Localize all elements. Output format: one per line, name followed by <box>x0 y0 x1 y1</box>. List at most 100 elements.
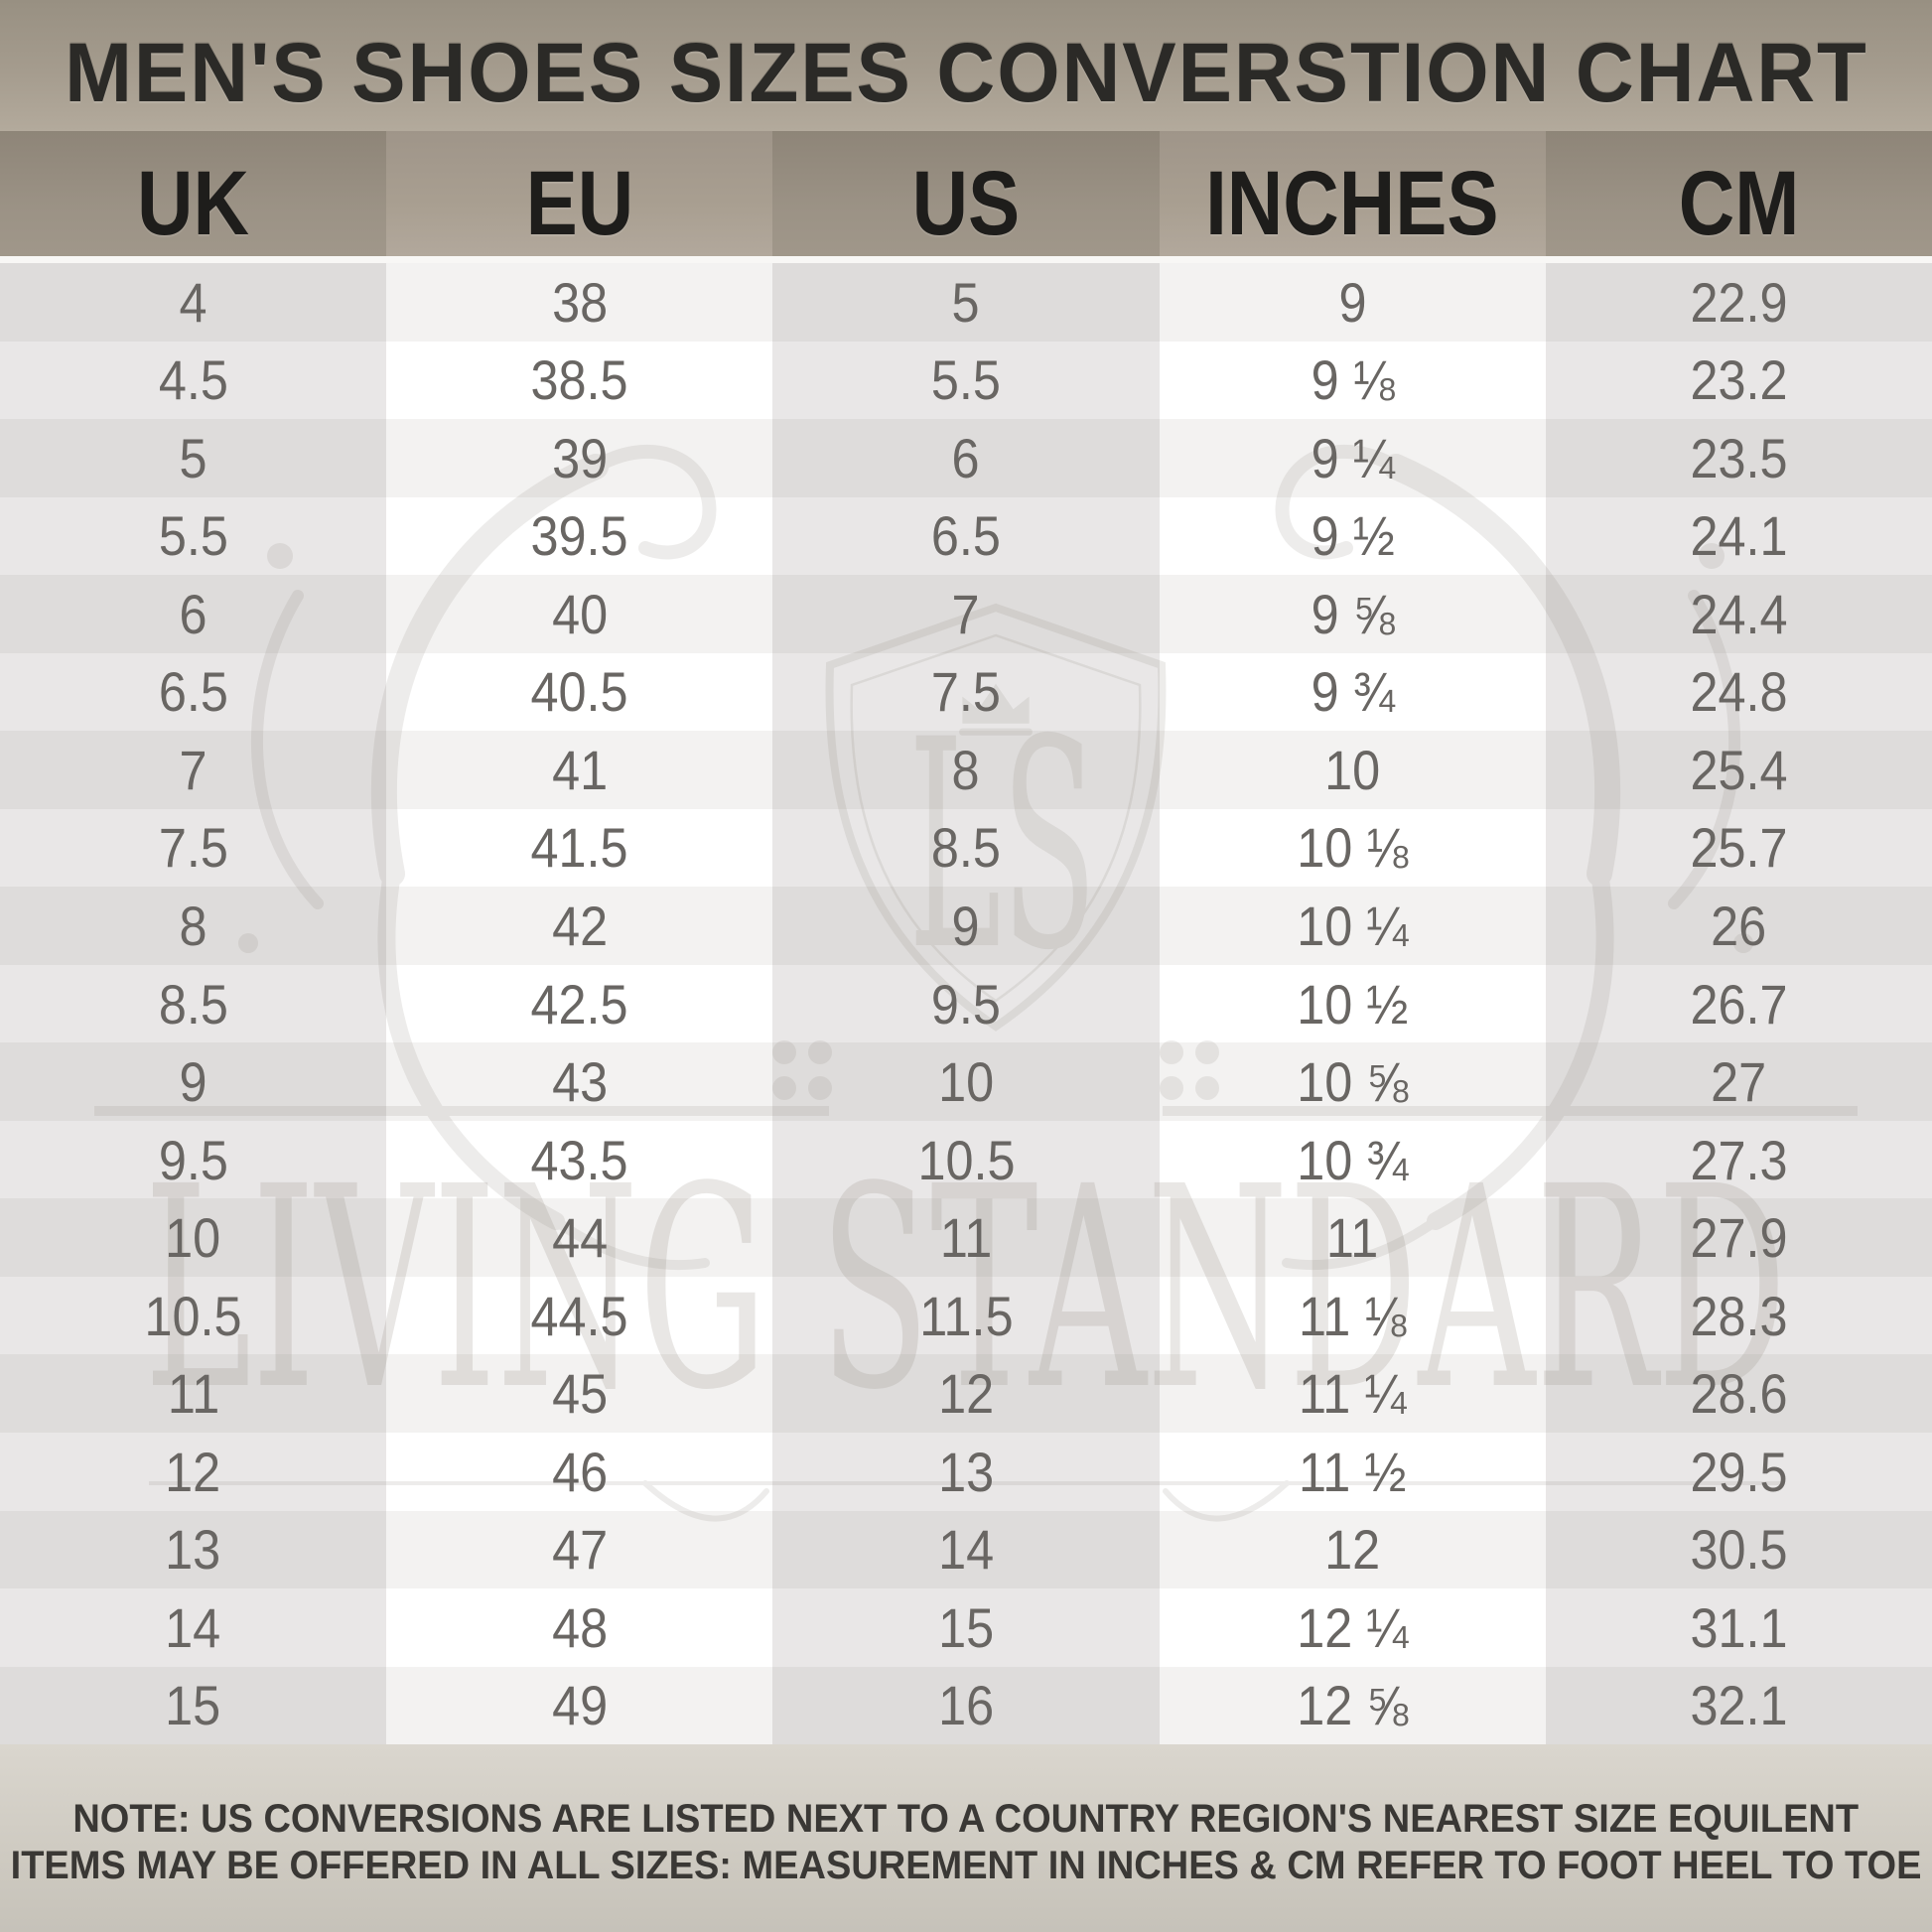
table-cell: 5.5 <box>0 496 387 576</box>
table-cell: 6.5 <box>772 496 1160 576</box>
cell-value: 9.5 <box>158 1128 228 1191</box>
table-cell: 25.4 <box>1545 731 1932 809</box>
table-row: 4 38 5 9 22.9 <box>0 263 1932 342</box>
cell-value: 40.5 <box>530 660 628 724</box>
table-cell: 9.5 <box>0 1120 387 1199</box>
table-cell: 11 <box>1159 1198 1546 1277</box>
cell-value: 9 ⅛ <box>1311 348 1395 412</box>
cell-value: 42.5 <box>530 972 628 1035</box>
cell-value: 5.5 <box>158 504 228 568</box>
note-line-1: NOTE: US CONVERSIONS ARE LISTED NEXT TO … <box>73 1796 1860 1843</box>
cell-value: 9.5 <box>930 972 1002 1035</box>
table-row: 8.5 42.5 9.5 10 ½ 26.7 <box>0 964 1932 1043</box>
cell-value: 14 <box>937 1518 995 1582</box>
table-cell: 42.5 <box>386 964 773 1043</box>
table-row: 8 42 9 10 ¼ 26 <box>0 887 1932 965</box>
cell-value: 25.4 <box>1690 738 1788 801</box>
table-cell: 39.5 <box>386 496 773 576</box>
table-cell: 29.5 <box>1545 1432 1932 1511</box>
table-cell: 10 <box>0 1198 387 1277</box>
table-cell: 39 <box>386 419 773 497</box>
table-cell: 24.4 <box>1545 575 1932 653</box>
table-cell: 10 ¼ <box>1159 887 1546 965</box>
cell-value: 44.5 <box>530 1284 628 1347</box>
cell-value: 25.7 <box>1690 816 1788 880</box>
cell-value: 38 <box>551 270 608 334</box>
table-cell: 14 <box>0 1588 387 1667</box>
table-cell: 43 <box>386 1042 773 1121</box>
cell-value: 10 <box>165 1206 221 1270</box>
table-cell: 40 <box>386 575 773 653</box>
table-cell: 7 <box>772 575 1160 653</box>
header-divider <box>0 256 1932 263</box>
cell-value: 47 <box>551 1518 608 1582</box>
table-cell: 6 <box>772 419 1160 497</box>
table-row: 11 45 12 11 ¼ 28.6 <box>0 1354 1932 1433</box>
table-cell: 8 <box>772 731 1160 809</box>
table-cell: 8 <box>0 887 387 965</box>
table-cell: 28.3 <box>1545 1276 1932 1355</box>
table-cell: 27.9 <box>1545 1198 1932 1277</box>
table-cell: 8.5 <box>0 964 387 1043</box>
cell-value: 12 ¼ <box>1297 1595 1409 1659</box>
table-cell: 12 ¼ <box>1159 1588 1546 1667</box>
cell-value: 10 <box>1324 738 1381 801</box>
table-cell: 15 <box>772 1588 1160 1667</box>
table-cell: 11 ¼ <box>1159 1354 1546 1433</box>
table-row: 9 43 10 10 ⅝ 27 <box>0 1042 1932 1121</box>
table-cell: 16 <box>772 1666 1160 1745</box>
table-cell: 12 <box>1159 1510 1546 1589</box>
table-cell: 9 ⅝ <box>1159 575 1546 653</box>
table-cell: 9 <box>1159 263 1546 342</box>
table-cell: 44 <box>386 1198 773 1277</box>
table-row: 15 49 16 12 ⅝ 32.1 <box>0 1666 1932 1745</box>
note-label: NOTE: <box>72 1797 191 1841</box>
cell-value: 10.5 <box>144 1284 242 1347</box>
table-cell: 10 ⅝ <box>1159 1042 1546 1121</box>
cell-value: 9 <box>951 895 981 958</box>
table-cell: 47 <box>386 1510 773 1589</box>
cell-value: 30.5 <box>1690 1518 1788 1582</box>
cell-value: 6 <box>179 582 207 645</box>
cell-value: 22.9 <box>1690 270 1788 334</box>
cell-value: 45 <box>551 1362 608 1426</box>
table-cell: 8.5 <box>772 808 1160 888</box>
cell-value: 10.5 <box>916 1128 1016 1191</box>
cell-value: 23.5 <box>1690 426 1788 489</box>
table-cell: 5 <box>772 263 1160 342</box>
cell-value: 27.9 <box>1690 1206 1788 1270</box>
table-row: 6 40 7 9 ⅝ 24.4 <box>0 575 1932 653</box>
table-cell: 11 <box>0 1354 387 1433</box>
cell-value: 24.4 <box>1690 582 1788 645</box>
cell-value: 8 <box>179 895 207 958</box>
table-cell: 9 <box>772 887 1160 965</box>
table-cell: 7.5 <box>772 652 1160 732</box>
cell-value: 42 <box>551 895 608 958</box>
table-row: 13 47 14 12 30.5 <box>0 1510 1932 1589</box>
cell-value: 8.5 <box>158 972 228 1035</box>
cell-value: 11 ¼ <box>1299 1362 1407 1426</box>
cell-value: 26.7 <box>1690 972 1788 1035</box>
cell-value: 38.5 <box>530 348 628 412</box>
column-header-uk: UK <box>0 131 387 256</box>
cell-value: 16 <box>937 1674 995 1737</box>
table-cell: 10 <box>1159 731 1546 809</box>
cell-value: 11 ⅛ <box>1299 1284 1407 1347</box>
cell-value: 9 ⅝ <box>1311 582 1395 645</box>
table-cell: 42 <box>386 887 773 965</box>
cell-value: 5 <box>951 270 981 334</box>
table-cell: 11 <box>772 1198 1160 1277</box>
cell-value: 14 <box>165 1595 221 1659</box>
note-line-2: ITEMS MAY BE OFFERED IN ALL SIZES: MEASU… <box>10 1844 1922 1887</box>
cell-value: 4 <box>179 270 207 334</box>
cell-value: 7 <box>951 582 981 645</box>
cell-value: 15 <box>165 1674 221 1737</box>
column-header-cm: CM <box>1545 131 1932 256</box>
table-cell: 6 <box>0 575 387 653</box>
table-cell: 5.5 <box>772 341 1160 420</box>
cell-value: 43 <box>551 1050 608 1114</box>
table-cell: 31.1 <box>1545 1588 1932 1667</box>
cell-value: 32.1 <box>1690 1674 1788 1737</box>
cell-value: 12 <box>165 1440 221 1503</box>
